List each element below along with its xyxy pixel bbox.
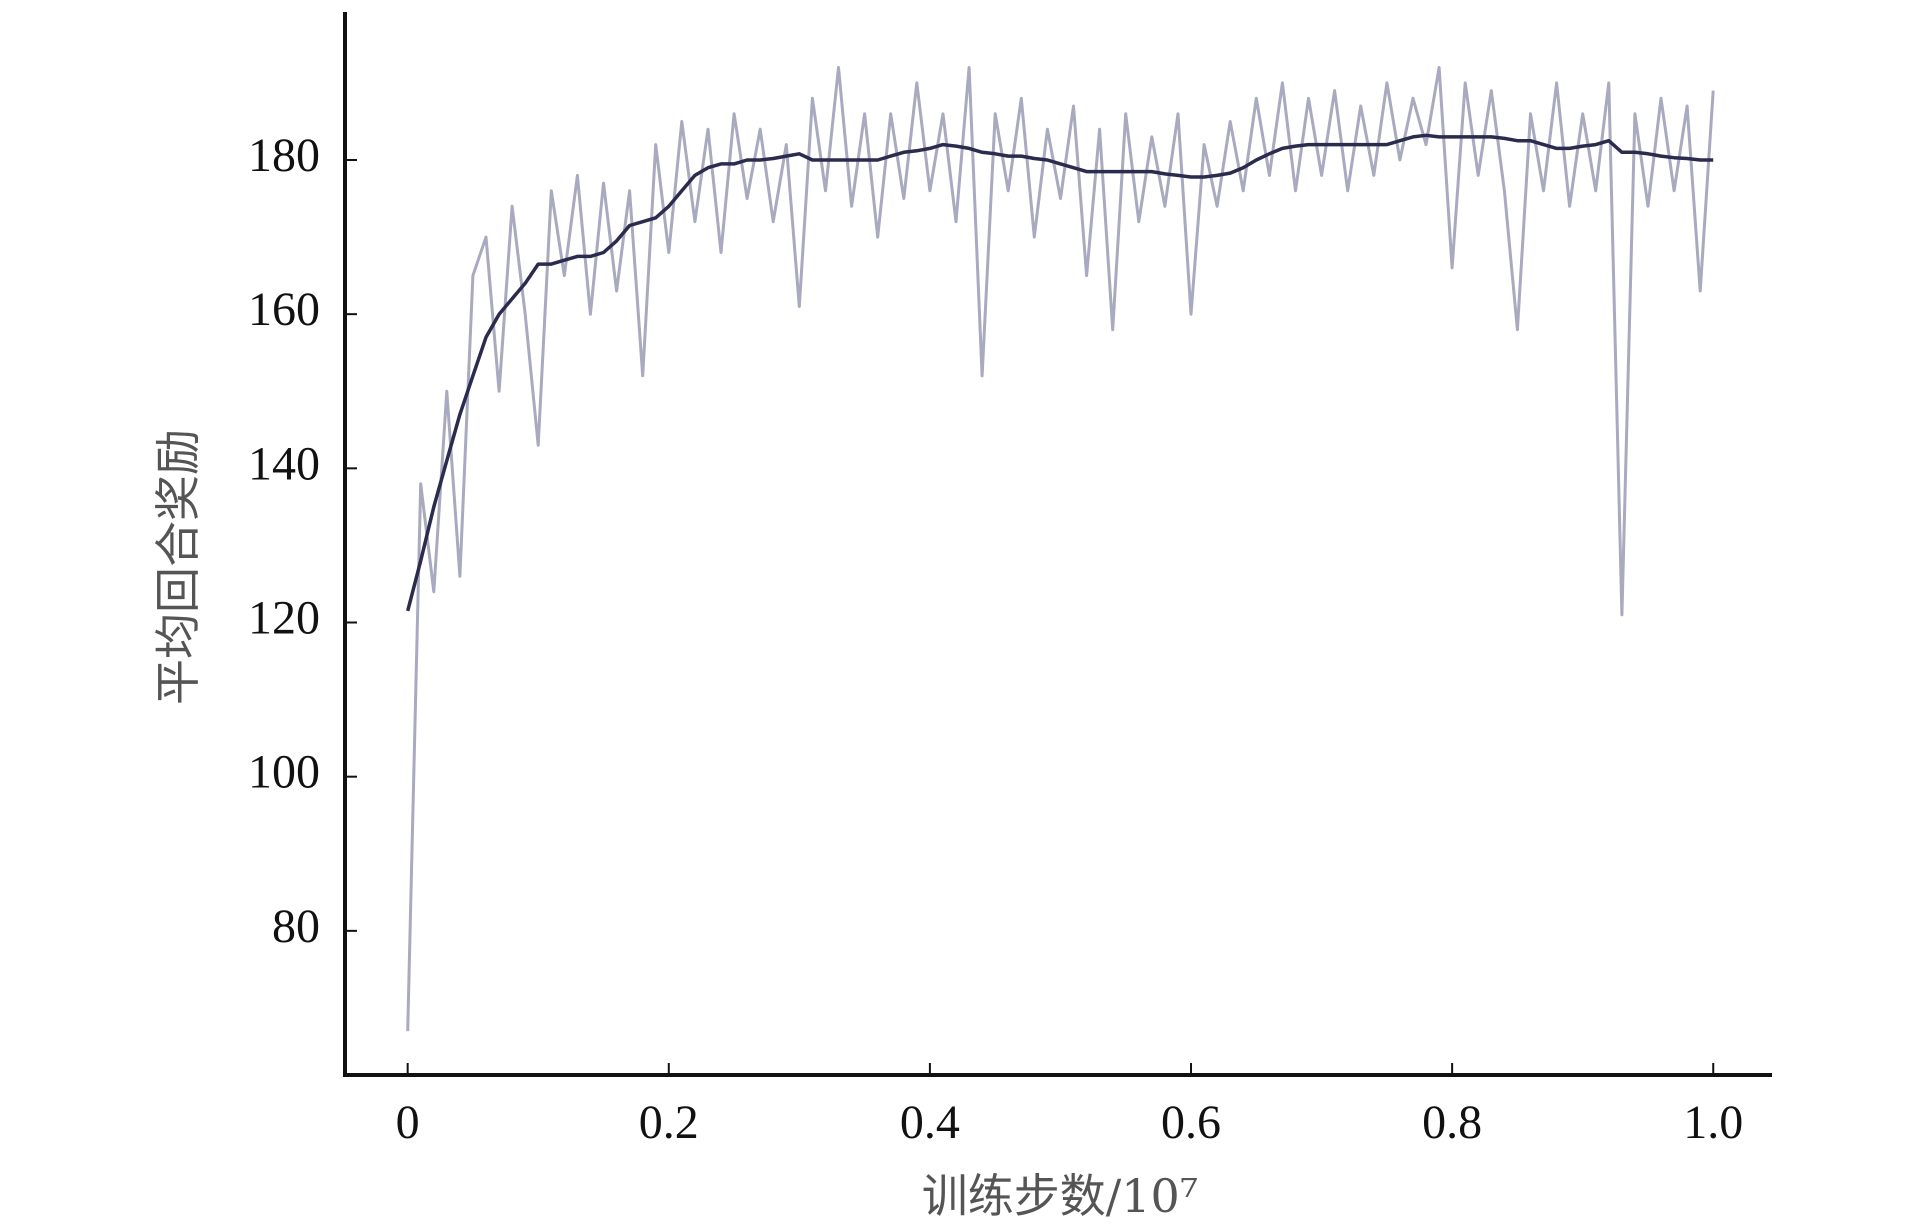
y-tick-label: 120 [248,592,320,645]
y-tick-label: 180 [248,129,320,182]
series-line [406,66,1715,1032]
x-axis-label: 训练步数/10⁷ [922,1169,1198,1223]
x-tick-label: 0 [396,1096,420,1149]
y-axis-label: 平均回合奖励 [151,429,205,705]
x-tick-label: 1.0 [1683,1096,1743,1149]
x-tick-label: 0.6 [1161,1096,1221,1149]
x-tick-label: 0.2 [639,1096,699,1149]
y-tick-label: 140 [248,437,320,490]
y-tick-label: 100 [248,746,320,799]
series-line [406,133,1714,612]
x-tick-label: 0.4 [900,1096,960,1149]
x-tick-label: 0.8 [1422,1096,1482,1149]
y-tick-label: 160 [248,283,320,336]
axes [343,12,1772,1077]
y-tick-label: 80 [272,900,320,953]
